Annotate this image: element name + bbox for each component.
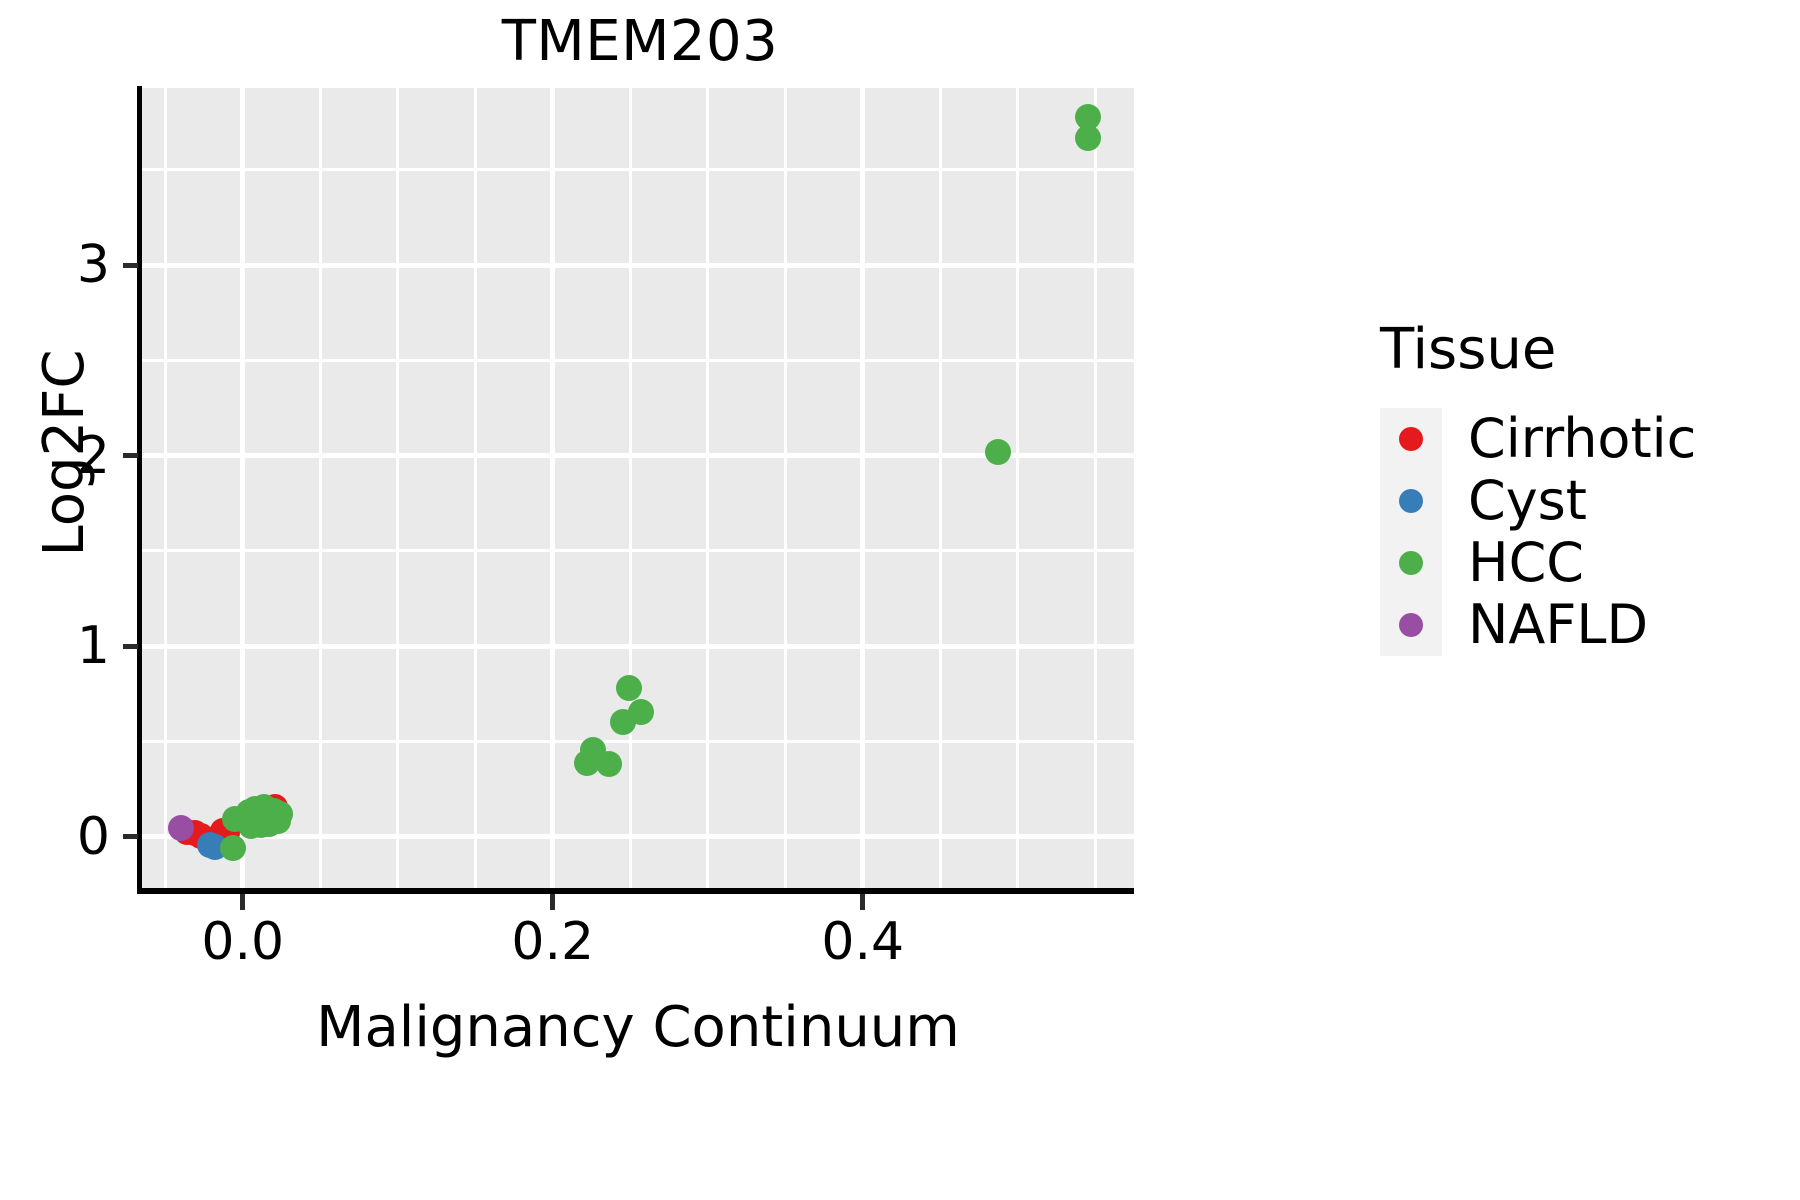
gridline-vertical-minor	[396, 88, 400, 888]
gridline-horizontal-major	[142, 262, 1134, 268]
scatter-point-hcc	[1074, 125, 1101, 152]
y-tick-mark	[123, 262, 138, 268]
x-tick-mark	[550, 894, 556, 910]
x-tick-mark	[860, 894, 866, 910]
legend-dot-icon	[1399, 489, 1423, 513]
y-axis-line	[137, 86, 142, 890]
gridline-vertical-major	[240, 88, 246, 888]
scatter-point-hcc	[628, 698, 655, 725]
legend-item-nafld[interactable]: NAFLD	[1380, 594, 1780, 656]
gridline-vertical-minor	[1016, 88, 1020, 888]
legend-dot-icon	[1399, 551, 1423, 575]
x-tick-label: 0.4	[821, 912, 905, 972]
legend-item-hcc[interactable]: HCC	[1380, 532, 1780, 594]
gridline-vertical-minor	[163, 88, 167, 888]
legend-key-swatch	[1380, 594, 1442, 656]
page-title: TMEM203	[501, 9, 779, 74]
legend-key-swatch	[1380, 470, 1442, 532]
legend-key-swatch	[1380, 532, 1442, 594]
gridline-vertical-minor	[473, 88, 477, 888]
legend-key-swatch	[1380, 408, 1442, 470]
gridline-vertical-minor	[783, 88, 787, 888]
y-tick-label: 3	[76, 235, 110, 296]
gridline-horizontal-major	[142, 834, 1134, 840]
x-tick-label: 0.0	[201, 912, 285, 972]
legend-item-label: NAFLD	[1468, 593, 1649, 656]
y-tick-label: 0	[76, 806, 110, 867]
gridline-horizontal-minor	[142, 739, 1134, 743]
scatter-point-hcc	[1074, 103, 1101, 130]
gridline-vertical-minor	[1093, 88, 1097, 888]
legend-title: Tissue	[1380, 317, 1557, 382]
gridline-horizontal-minor	[142, 168, 1134, 172]
x-axis-label: Malignancy Continuum	[316, 995, 960, 1060]
gridline-vertical-major	[550, 88, 556, 888]
y-tick-mark	[123, 453, 138, 459]
y-axis-label: Log2FC	[32, 349, 97, 557]
legend: Tissue Cirrhotic Cyst HCC NAFLD	[1380, 322, 1780, 656]
x-axis-line	[137, 888, 1134, 894]
gridline-horizontal-minor	[142, 549, 1134, 553]
gridline-horizontal-minor	[142, 358, 1134, 362]
gridline-vertical-minor	[706, 88, 710, 888]
x-tick-mark	[240, 894, 246, 910]
y-tick-mark	[123, 643, 138, 649]
plot-panel	[142, 88, 1134, 888]
scatter-point-hcc	[595, 751, 622, 778]
gridline-horizontal-major	[142, 453, 1134, 459]
scatter-point-hcc	[615, 675, 642, 701]
y-tick-label: 2	[76, 425, 110, 486]
y-tick-label: 1	[76, 616, 110, 677]
legend-dot-icon	[1399, 427, 1423, 451]
legend-item-label: HCC	[1468, 531, 1585, 594]
x-tick-label: 0.2	[511, 912, 595, 972]
scatter-point-hcc	[220, 835, 247, 861]
scatter-point-hcc	[266, 800, 293, 827]
y-tick-mark	[123, 834, 138, 840]
gridline-horizontal-major	[142, 643, 1134, 649]
legend-item-label: Cyst	[1468, 469, 1587, 532]
legend-item-label: Cirrhotic	[1468, 407, 1697, 470]
scatter-point-nafld	[167, 815, 194, 841]
gridline-vertical-minor	[628, 88, 632, 888]
legend-items: Cirrhotic Cyst HCC NAFLD	[1380, 408, 1780, 656]
scatter-point-hcc	[984, 438, 1011, 465]
gridline-vertical-minor	[938, 88, 942, 888]
gridline-vertical-major	[860, 88, 866, 888]
legend-item-cyst[interactable]: Cyst	[1380, 470, 1780, 532]
legend-item-cirrhotic[interactable]: Cirrhotic	[1380, 408, 1780, 470]
gridline-vertical-minor	[318, 88, 322, 888]
legend-dot-icon	[1399, 613, 1423, 637]
